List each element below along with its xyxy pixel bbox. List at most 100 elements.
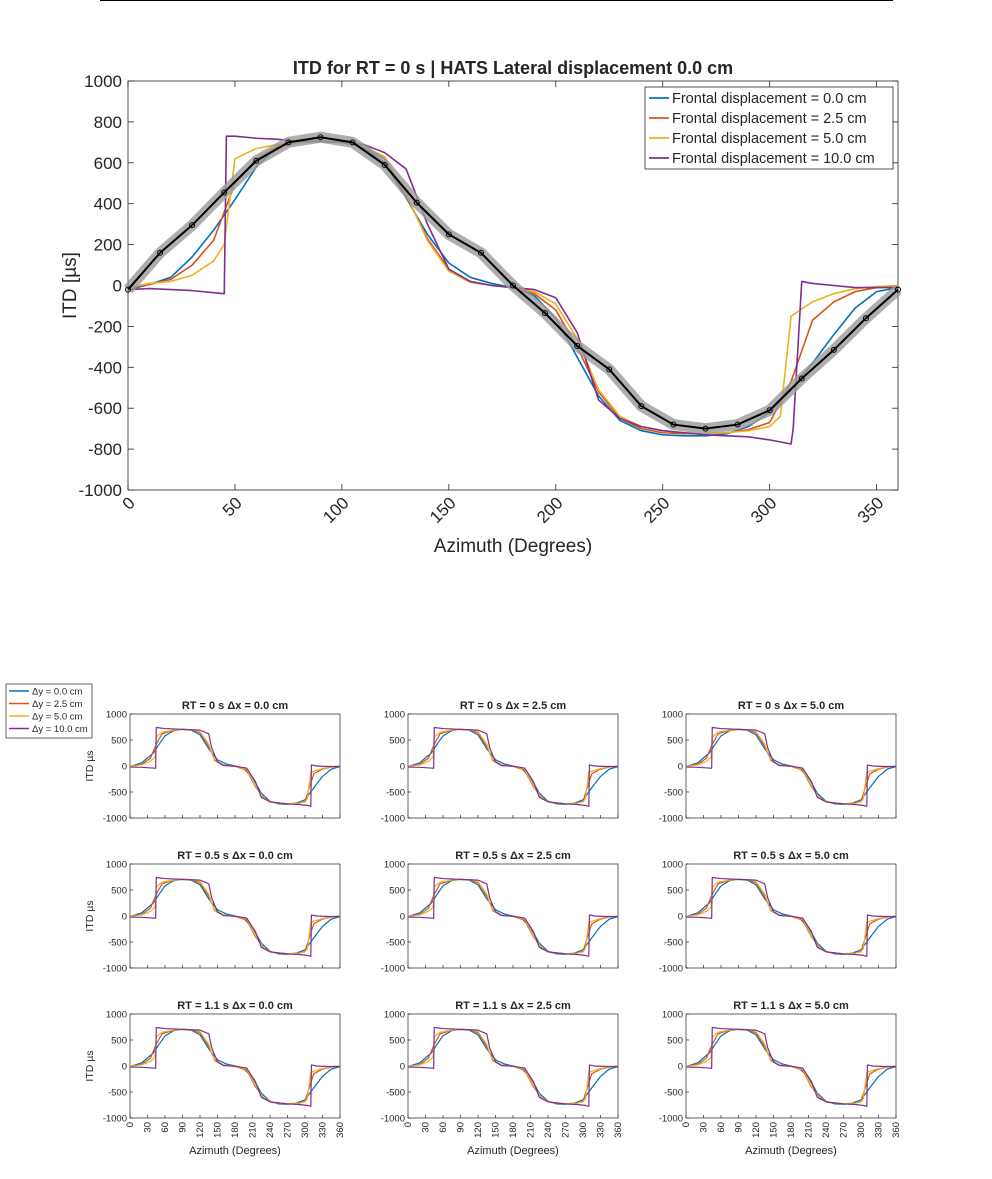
subplot-xtick-label: 210	[526, 1122, 537, 1138]
main-ytick-label: -600	[88, 399, 122, 418]
subplot-xtick-label: 30	[421, 1122, 432, 1133]
reference-point	[734, 421, 741, 428]
reference-point	[413, 199, 420, 206]
main-ytick-label: 1000	[84, 72, 122, 91]
subplot-ytick-label: 1000	[662, 710, 683, 721]
subplot-ytick-label: 500	[389, 886, 405, 897]
subplot-xtick-label: 150	[769, 1122, 780, 1138]
subplot-ytick-label: 1000	[662, 1010, 683, 1021]
subplot-ytick-label: 1000	[106, 710, 127, 721]
small-legend-entry: Δy = 2.5 cm	[32, 699, 83, 710]
small-legend-entry: Δy = 10.0 cm	[32, 724, 88, 735]
reference-point	[862, 315, 869, 322]
subplot-ytick-label: -500	[386, 938, 405, 949]
subplot-xtick-label: 150	[491, 1122, 502, 1138]
subplot-ytick-label: 0	[678, 1062, 683, 1073]
subplot-ytick-label: 1000	[106, 860, 127, 871]
reference-point	[606, 366, 613, 373]
subplot-title: RT = 0.5 s Δx = 5.0 cm	[733, 850, 849, 862]
main-ytick-label: -400	[88, 358, 122, 377]
subplot-y-axis-label: ITD µs	[84, 1050, 96, 1081]
subplot-xtick-label: 180	[508, 1122, 519, 1138]
main-ytick-label: 800	[94, 113, 122, 132]
subplot-x-axis-label: Azimuth (Degrees)	[189, 1145, 281, 1157]
subplot-1-1: -1000 -500 0 500 1000 RT = 0 s Δx = 0.0 cm ITD…	[84, 700, 341, 825]
reference-point	[798, 375, 805, 382]
subplot-ytick-label: -1000	[103, 1114, 127, 1125]
subplot-ytick-label: 1000	[384, 860, 405, 871]
reference-point	[285, 139, 292, 146]
subplot-ytick-label: 0	[122, 1062, 127, 1073]
reference-point	[381, 161, 388, 168]
subplot-series-line-3	[685, 726, 896, 807]
subplot-ytick-label: 500	[667, 1036, 683, 1047]
subplot-y-axis-label: ITD µs	[84, 900, 96, 931]
subplot-series-line-3	[685, 1026, 896, 1107]
reference-point	[221, 189, 228, 196]
reference-point	[638, 403, 645, 410]
subplot-ytick-label: 0	[122, 762, 127, 773]
subplot-ytick-label: 500	[667, 886, 683, 897]
subplot-series-line-3	[129, 1026, 340, 1107]
main-xtick-label: 100	[319, 493, 352, 526]
subplot-ytick-label: 1000	[384, 710, 405, 721]
main-ytick-label: 0	[113, 277, 122, 296]
subplot-xtick-label: 360	[613, 1122, 624, 1138]
subplot-xtick-label: 90	[456, 1122, 467, 1133]
subplot-xtick-label: 60	[438, 1122, 449, 1133]
main-xtick-label: 150	[426, 493, 459, 526]
subplot-3-2: -1000 -500 0 500 1000 0 30 60 90 120 150 180 210 240 2…	[381, 1000, 624, 1157]
subplot-xtick-label: 0	[681, 1122, 692, 1127]
subplot-y-axis-label: ITD µs	[84, 750, 96, 781]
subplot-xtick-label: 30	[699, 1122, 710, 1133]
subplot-title: RT = 1.1 s Δx = 2.5 cm	[455, 1000, 571, 1012]
subplot-ytick-label: -1000	[103, 964, 127, 975]
subplot-title: RT = 0.5 s Δx = 0.0 cm	[177, 850, 293, 862]
subplot-ytick-label: 500	[667, 736, 683, 747]
reference-point	[510, 282, 516, 289]
reference-point	[702, 425, 709, 432]
subplot-ytick-label: 0	[400, 762, 405, 773]
subplot-series-line-3	[407, 1026, 618, 1107]
subplot-ytick-label: 0	[400, 912, 405, 923]
subplot-xtick-label: 90	[178, 1122, 189, 1133]
subplot-xtick-label: 180	[786, 1122, 797, 1138]
subplot-series-line-3	[407, 876, 618, 957]
reference-point	[189, 222, 196, 229]
main-xtick-label: 350	[854, 493, 887, 526]
main-xtick-label: 50	[219, 493, 246, 520]
subplot-xtick-label: 300	[578, 1122, 589, 1138]
main-xtick-label: 300	[747, 493, 780, 526]
main-xtick-label: 200	[533, 493, 566, 526]
reference-point	[445, 231, 452, 238]
subplot-series-line-3	[129, 726, 340, 807]
reference-point	[895, 286, 901, 293]
subplot-ytick-label: 500	[389, 736, 405, 747]
main-ytick-label: -1000	[79, 481, 122, 500]
subplot-series-line-3	[685, 876, 896, 957]
subplot-3-3: -1000 -500 0 500 1000 0 30 60 90 120 150 180 210 240 2…	[659, 1000, 902, 1157]
subplot-ytick-label: 500	[111, 1036, 127, 1047]
reference-point	[574, 342, 581, 349]
subplot-xtick-label: 180	[230, 1122, 241, 1138]
subplot-title: RT = 1.1 s Δx = 0.0 cm	[177, 1000, 293, 1012]
subplot-xtick-label: 30	[143, 1122, 154, 1133]
subplot-2-2: -1000 -500 0 500 1000 RT = 0.5 s Δx = 2.5 cm	[381, 850, 619, 975]
main-legend-box	[644, 86, 894, 170]
subplot-xtick-label: 210	[804, 1122, 815, 1138]
main-ytick-label: 600	[94, 154, 122, 173]
subplot-ytick-label: 1000	[384, 1010, 405, 1021]
small-legend-entry: Δy = 5.0 cm	[32, 712, 83, 723]
subplot-ytick-label: 0	[678, 762, 683, 773]
subplot-xtick-label: 120	[195, 1122, 206, 1138]
main-chart: -1000 -800 -600 -400 -200 0 200 400 600 800 1000 0 5…	[60, 58, 902, 557]
subplot-xtick-label: 240	[265, 1122, 276, 1138]
subplot-xtick-label: 270	[283, 1122, 294, 1138]
subplot-2-1: -1000 -500 0 500 1000 RT = 0.5 s Δx = 0.0 cm I…	[84, 850, 341, 975]
top-rule	[100, 0, 893, 1]
subplot-ytick-label: -500	[108, 938, 127, 949]
reference-point	[317, 134, 324, 141]
reference-point	[670, 421, 677, 428]
